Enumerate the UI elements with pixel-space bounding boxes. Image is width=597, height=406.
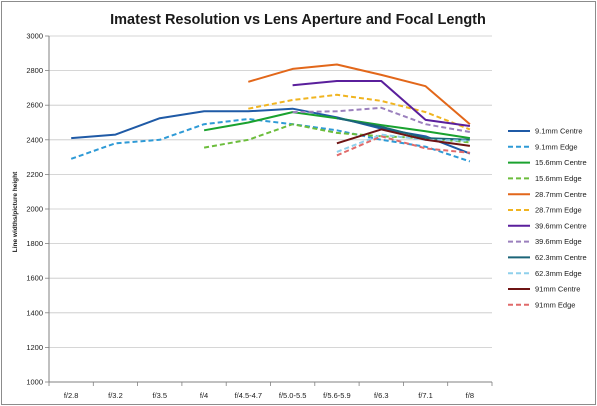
legend: 9.1mm Centre 9.1mm Edge 15.6mm Centre 15.6m… xyxy=(508,127,587,309)
series-line-28-7mm-edge xyxy=(248,93,471,131)
x-tick-label: f/8 xyxy=(466,391,474,400)
y-tick-label: 2200 xyxy=(26,170,43,179)
x-tick-label: f/7.1 xyxy=(418,391,433,400)
legend-label-28-7mm-edge: 28.7mm Edge xyxy=(535,206,582,215)
y-tick-label: 1600 xyxy=(26,274,43,283)
x-tick-label: f/4 xyxy=(200,391,208,400)
y-tick-label: 3000 xyxy=(26,32,43,41)
legend-label-91mm-centre: 91mm Centre xyxy=(535,285,580,294)
x-tick-label: f/3.2 xyxy=(108,391,123,400)
legend-label-91mm-edge: 91mm Edge xyxy=(535,300,575,309)
legend-label-39-6mm-edge: 39.6mm Edge xyxy=(535,237,582,246)
x-tick-label: f/4.5-4.7 xyxy=(235,391,263,400)
legend-label-39-6mm-centre: 39.6mm Centre xyxy=(535,221,587,230)
x-tick-label: f/2.8 xyxy=(64,391,79,400)
series-line-9-1mm-edge xyxy=(70,118,471,163)
x-tick-label: f/3.5 xyxy=(152,391,167,400)
legend-label-9-1mm-centre: 9.1mm Centre xyxy=(535,127,583,136)
chart-title: Imatest Resolution vs Lens Aperture and … xyxy=(110,12,486,28)
series-line-28-7mm-centre xyxy=(248,63,471,125)
series-line-62-3mm-edge xyxy=(336,133,470,153)
x-tick-label: f/6.3 xyxy=(374,391,389,400)
axes-layer: 1000 1200 1400 1600 1800 2000 2200 2400 2600 2800… xyxy=(26,32,493,400)
x-tick-label: f/5.6-5.9 xyxy=(323,391,351,400)
y-tick-label: 2000 xyxy=(26,205,43,214)
y-tick-label: 2600 xyxy=(26,101,43,110)
y-tick-label: 2800 xyxy=(26,66,43,75)
legend-label-62-3mm-centre: 62.3mm Centre xyxy=(535,253,587,262)
series-layer xyxy=(70,63,471,163)
series-line-62-3mm-centre xyxy=(336,117,470,141)
y-tick-label: 1800 xyxy=(26,239,43,248)
y-tick-label: 2400 xyxy=(26,135,43,144)
legend-label-62-3mm-edge: 62.3mm Edge xyxy=(535,269,582,278)
series-line-91mm-edge xyxy=(336,135,470,157)
legend-label-15-6mm-edge: 15.6mm Edge xyxy=(535,174,582,183)
y-tick-label: 1400 xyxy=(26,308,43,317)
y-tick-label: 1000 xyxy=(26,378,43,387)
legend-label-28-7mm-centre: 28.7mm Centre xyxy=(535,190,587,199)
x-tick-label: f/5.0-5.5 xyxy=(279,391,307,400)
legend-label-9-1mm-edge: 9.1mm Edge xyxy=(535,142,578,151)
series-line-91mm-centre xyxy=(336,128,471,147)
y-axis-label: Line widths/picture height xyxy=(12,171,19,252)
y-tick-label: 1200 xyxy=(26,343,43,352)
series-line-15-6mm-edge xyxy=(203,123,470,149)
series-line-39-6mm-edge xyxy=(292,106,471,133)
legend-label-15-6mm-centre: 15.6mm Centre xyxy=(535,158,587,167)
series-line-39-6mm-centre xyxy=(292,80,471,127)
grid-layer xyxy=(45,35,492,383)
